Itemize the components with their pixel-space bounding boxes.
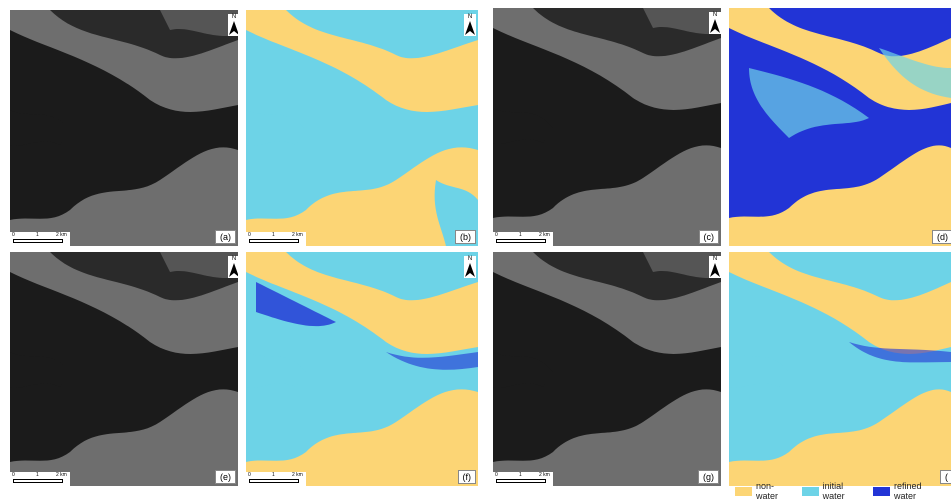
- water-map: [729, 252, 951, 486]
- north-arrow: N: [464, 14, 476, 36]
- panel-label: (d): [932, 230, 951, 244]
- north-arrow-icon: [710, 263, 720, 277]
- panel-h-water-map: (: [729, 252, 951, 486]
- north-arrow: N: [709, 256, 721, 278]
- panel-label: (c): [698, 230, 719, 244]
- sar-image: [10, 252, 238, 486]
- north-arrow-icon: [229, 21, 238, 35]
- north-arrow-icon: [710, 19, 720, 33]
- panel-label: (f): [457, 470, 476, 484]
- north-arrow: N: [709, 12, 721, 34]
- legend-item-initial-water: initial water: [801, 481, 865, 501]
- north-arrow: N: [464, 256, 476, 278]
- legend-item-non-water: non-water: [735, 481, 794, 501]
- north-arrow-icon: [465, 263, 475, 277]
- water-map: [246, 10, 478, 246]
- sar-image: [493, 252, 721, 486]
- panel-label: (b): [455, 230, 476, 244]
- water-map: [246, 252, 478, 486]
- panel-label: (g): [698, 470, 719, 484]
- north-arrow-icon: [465, 21, 475, 35]
- panel-label: (a): [215, 230, 236, 244]
- legend-swatch: [873, 486, 890, 496]
- north-arrow-icon: [229, 263, 238, 277]
- panel-d-water-map: (d): [729, 8, 951, 246]
- north-arrow: N: [228, 256, 238, 278]
- water-map: [729, 8, 951, 246]
- sar-image: [10, 10, 238, 246]
- legend-swatch: [801, 486, 819, 496]
- sar-image: [493, 8, 721, 246]
- legend-swatch: [735, 486, 752, 496]
- north-arrow: N: [228, 14, 238, 36]
- legend-item-refined-water: refined water: [873, 481, 943, 501]
- panel-label: (: [940, 470, 951, 484]
- legend: non-water initial water refined water: [735, 481, 951, 501]
- panel-label: (e): [215, 470, 236, 484]
